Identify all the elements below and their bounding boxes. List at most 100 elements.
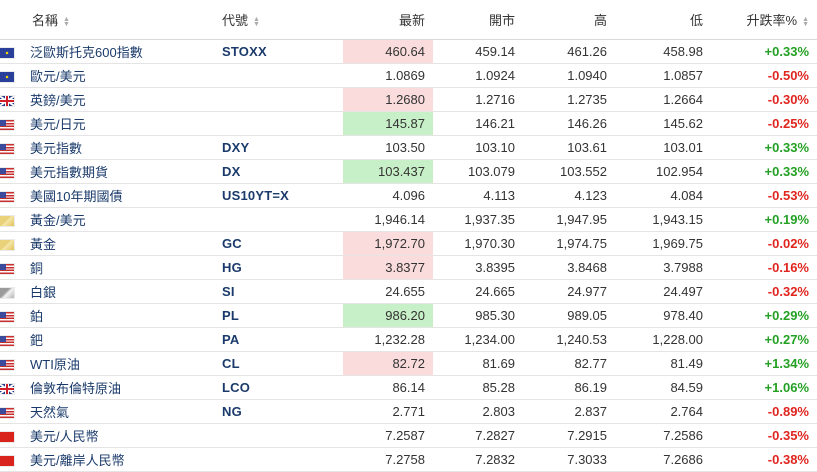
instrument-name-link[interactable]: 美元指數期貨 — [26, 159, 216, 184]
low-price-cell: 4.084 — [615, 183, 711, 208]
table-row[interactable]: 美元/離岸人民幣 7.2758 7.2832 7.3033 7.2686 -0.38% — [0, 447, 817, 472]
table-row[interactable]: 鈀 PA 1,232.28 1,234.00 1,240.53 1,228.00 +0.27… — [0, 327, 817, 352]
table-row[interactable]: 黃金/美元 1,946.14 1,937.35 1,947.95 1,943.15 +0.… — [0, 207, 817, 232]
open-price-cell: 103.079 — [433, 159, 523, 184]
low-price-cell: 2.764 — [615, 399, 711, 424]
change-percent-cell: -0.53% — [711, 183, 817, 208]
change-percent-cell: +1.34% — [711, 351, 817, 376]
high-price-cell: 3.8468 — [523, 255, 615, 280]
table-row[interactable]: WTI原油 CL 82.72 81.69 82.77 81.49 +1.34% — [0, 351, 817, 376]
instrument-name-link[interactable]: 銅 — [26, 255, 216, 280]
last-price-cell: 460.64 — [343, 39, 433, 64]
last-price-cell: 103.50 — [343, 135, 433, 160]
table-row[interactable]: 鉑 PL 986.20 985.30 989.05 978.40 +0.29% — [0, 303, 817, 328]
instrument-name-link[interactable]: 天然氣 — [26, 399, 216, 424]
sort-icon[interactable]: ▲ ▼ — [802, 15, 809, 28]
instrument-name-link[interactable]: 美國10年期國債 — [26, 183, 216, 208]
instrument-name-link[interactable]: 倫敦布倫特原油 — [26, 375, 216, 400]
table-row[interactable]: 倫敦布倫特原油 LCO 86.14 85.28 86.19 84.59 +1.06% — [0, 375, 817, 400]
instrument-name-link[interactable]: 英鎊/美元 — [26, 87, 216, 112]
low-price-cell: 1.0857 — [615, 63, 711, 88]
low-price-cell: 1.2664 — [615, 87, 711, 112]
uk-flag-icon — [0, 383, 14, 394]
open-price-cell: 1,937.35 — [433, 207, 523, 232]
table-row[interactable]: 泛歐斯托克600指數 STOXX 460.64 459.14 461.26 458.98 +… — [0, 39, 817, 64]
symbol-header-label: 代號 — [222, 13, 249, 28]
change-percent-cell: +0.27% — [711, 327, 817, 352]
us-flag-icon — [0, 359, 14, 370]
us-flag-icon — [0, 407, 14, 418]
open-price-cell: 85.28 — [433, 375, 523, 400]
high-price-cell: 24.977 — [523, 279, 615, 304]
low-price-cell: 24.497 — [615, 279, 711, 304]
low-price-cell: 84.59 — [615, 375, 711, 400]
instrument-name-link[interactable]: 美元指數 — [26, 135, 216, 160]
table-row[interactable]: 美元指數期貨 DX 103.437 103.079 103.552 102.954 +0.3… — [0, 159, 817, 184]
open-price-cell: 103.10 — [433, 135, 523, 160]
high-column-header[interactable]: 高 — [523, 0, 615, 40]
instrument-name-link[interactable]: WTI原油 — [26, 351, 216, 376]
flag-cell — [0, 399, 26, 424]
instrument-name-link[interactable]: 美元/日元 — [26, 111, 216, 136]
symbol-cell — [216, 423, 343, 448]
table-row[interactable]: 美元指數 DXY 103.50 103.10 103.61 103.01 +0.33% — [0, 135, 817, 160]
table-row[interactable]: 白銀 SI 24.655 24.665 24.977 24.497 -0.32% — [0, 279, 817, 304]
last-column-header[interactable]: 最新 — [343, 0, 433, 40]
table-row[interactable]: 銅 HG 3.8377 3.8395 3.8468 3.7988 -0.16% — [0, 255, 817, 280]
table-row[interactable]: 美國10年期國債 US10YT=X 4.096 4.113 4.123 4.084 -0.5… — [0, 183, 817, 208]
table-row[interactable]: 英鎊/美元 1.2680 1.2716 1.2735 1.2664 -0.30% — [0, 87, 817, 112]
us-flag-icon — [0, 167, 14, 178]
high-price-cell: 461.26 — [523, 39, 615, 64]
instrument-name-link[interactable]: 美元/人民幣 — [26, 423, 216, 448]
last-price-cell: 4.096 — [343, 183, 433, 208]
flag-cell — [0, 231, 26, 256]
low-column-header[interactable]: 低 — [615, 0, 711, 40]
last-price-cell: 103.437 — [343, 159, 433, 184]
symbol-cell — [216, 207, 343, 232]
table-row[interactable]: 歐元/美元 1.0869 1.0924 1.0940 1.0857 -0.50% — [0, 63, 817, 88]
low-price-cell: 1,969.75 — [615, 231, 711, 256]
open-column-header[interactable]: 開市 — [433, 0, 523, 40]
symbol-cell: SI — [216, 279, 343, 304]
last-price-cell: 145.87 — [343, 111, 433, 136]
flag-cell — [0, 279, 26, 304]
low-price-cell: 458.98 — [615, 39, 711, 64]
instrument-name-link[interactable]: 黃金/美元 — [26, 207, 216, 232]
name-column-header[interactable]: 名稱 ▲ ▼ — [26, 0, 216, 40]
flag-cell — [0, 39, 26, 64]
us-flag-icon — [0, 191, 14, 202]
high-price-cell: 4.123 — [523, 183, 615, 208]
table-row[interactable]: 天然氣 NG 2.771 2.803 2.837 2.764 -0.89% — [0, 399, 817, 424]
instrument-name-link[interactable]: 白銀 — [26, 279, 216, 304]
high-price-cell: 1.2735 — [523, 87, 615, 112]
symbol-column-header[interactable]: 代號 ▲ ▼ — [216, 0, 343, 40]
table-row[interactable]: 美元/人民幣 7.2587 7.2827 7.2915 7.2586 -0.35% — [0, 423, 817, 448]
symbol-cell — [216, 63, 343, 88]
symbol-cell: NG — [216, 399, 343, 424]
high-price-cell: 989.05 — [523, 303, 615, 328]
instrument-name-link[interactable]: 鉑 — [26, 303, 216, 328]
symbol-cell: US10YT=X — [216, 183, 343, 208]
open-price-cell: 459.14 — [433, 39, 523, 64]
silver-icon — [0, 287, 14, 298]
symbol-cell: PA — [216, 327, 343, 352]
instrument-name-link[interactable]: 黃金 — [26, 231, 216, 256]
sort-icon[interactable]: ▲ ▼ — [63, 15, 70, 28]
instrument-name-link[interactable]: 歐元/美元 — [26, 63, 216, 88]
change-percent-cell: +0.33% — [711, 39, 817, 64]
instrument-name-link[interactable]: 泛歐斯托克600指數 — [26, 39, 216, 64]
last-price-cell: 1.2680 — [343, 87, 433, 112]
flag-cell — [0, 111, 26, 136]
instrument-name-link[interactable]: 鈀 — [26, 327, 216, 352]
last-price-cell: 2.771 — [343, 399, 433, 424]
change-percent-cell: +0.19% — [711, 207, 817, 232]
symbol-cell: GC — [216, 231, 343, 256]
table-row[interactable]: 黃金 GC 1,972.70 1,970.30 1,974.75 1,969.75 -0.0… — [0, 231, 817, 256]
last-price-cell: 3.8377 — [343, 255, 433, 280]
table-row[interactable]: 美元/日元 145.87 146.21 146.26 145.62 -0.25% — [0, 111, 817, 136]
sort-icon[interactable]: ▲ ▼ — [253, 15, 260, 28]
last-price-cell: 986.20 — [343, 303, 433, 328]
change-column-header[interactable]: 升跌率% ▲ ▼ — [711, 0, 817, 40]
high-price-cell: 1,240.53 — [523, 327, 615, 352]
instrument-name-link[interactable]: 美元/離岸人民幣 — [26, 447, 216, 472]
